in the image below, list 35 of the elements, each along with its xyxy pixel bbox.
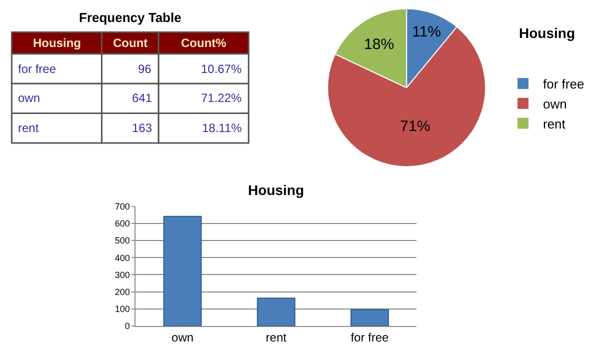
text: for free — [18, 62, 56, 76]
y-tick-label: 200 — [114, 286, 130, 297]
data-label: 18% — [364, 36, 394, 53]
x-tick-label: rent — [266, 330, 288, 344]
y-tick-label: 700 — [114, 201, 130, 212]
chart-title: Housing — [248, 182, 304, 198]
text: Housing — [33, 36, 81, 50]
bar — [163, 216, 202, 326]
text: rent — [18, 121, 40, 135]
text: Housing — [519, 25, 575, 41]
y-tick-label: 0 — [124, 321, 130, 332]
text: 163 — [132, 121, 152, 135]
text: 641 — [132, 91, 152, 105]
text: 10.67% — [201, 62, 242, 76]
y-tick-label: 600 — [114, 218, 130, 229]
bar — [256, 298, 296, 326]
x-tick-label: own — [172, 330, 194, 344]
text: 18.11% — [202, 121, 242, 135]
y-tick-label: 400 — [114, 252, 130, 263]
text: own — [18, 91, 40, 105]
text: Count — [113, 36, 148, 50]
text: Frequency Table — [79, 10, 182, 25]
legend-label: rent — [543, 116, 566, 132]
bar — [350, 309, 389, 326]
y-tick-label: 500 — [114, 236, 130, 246]
legend-label: own — [543, 96, 567, 112]
y-tick-label: 300 — [114, 270, 130, 280]
x-tick-label: for free — [350, 330, 390, 344]
data-label: 11% — [412, 24, 442, 41]
y-tick-label: 100 — [114, 304, 130, 314]
data-label: 71% — [400, 118, 430, 135]
text: 71.22% — [201, 91, 242, 105]
text: 96 — [138, 62, 152, 76]
text: Count% — [181, 36, 227, 50]
legend-label: for free — [543, 76, 584, 92]
